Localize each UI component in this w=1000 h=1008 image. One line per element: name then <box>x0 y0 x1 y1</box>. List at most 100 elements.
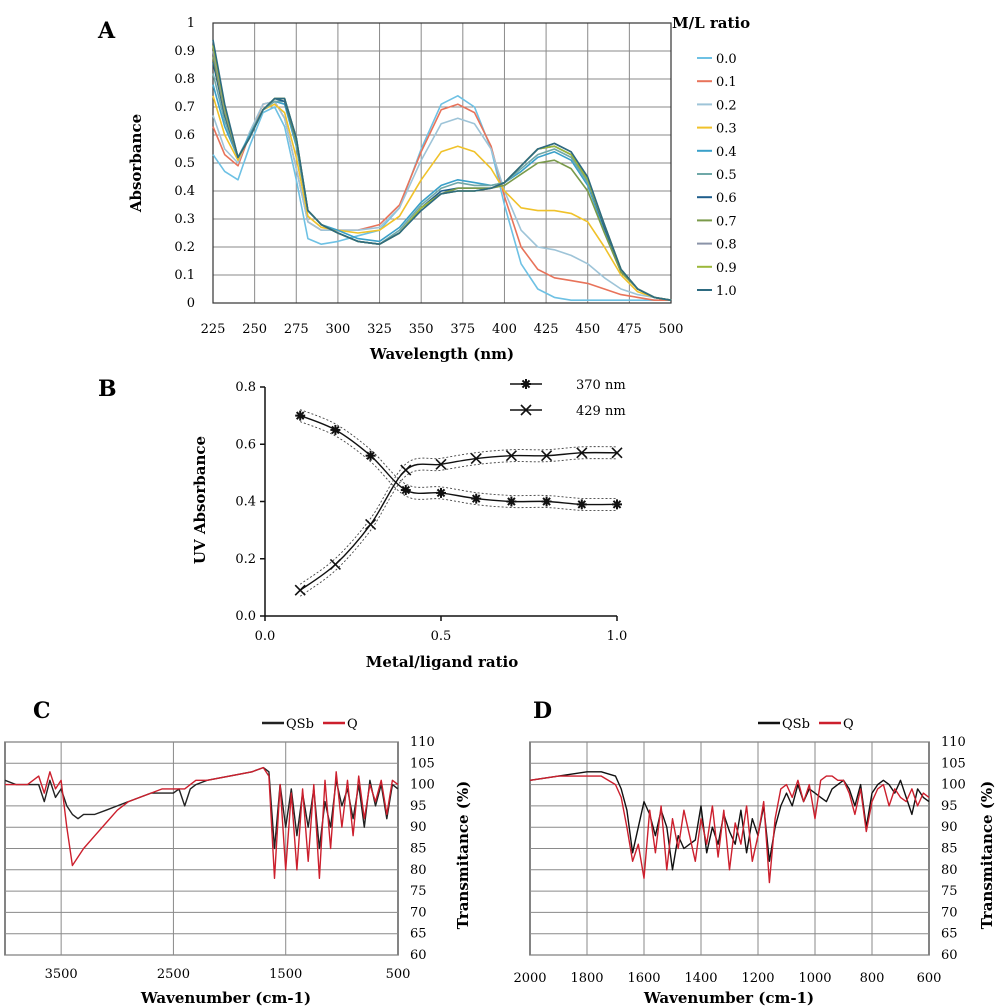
panel-b-letter: B <box>98 376 117 402</box>
panel-c-legend-item: QSb <box>262 717 314 732</box>
panel-b-point-370-nm <box>365 450 376 461</box>
panel-c-x-axis-title: Wavenumber (cm-1) <box>140 989 311 1007</box>
panel-a-legend-label: 0.6 <box>716 191 737 206</box>
panel-a-legend-item: 0.4 <box>697 145 737 160</box>
panel-b-y-tick-label: 0.0 <box>235 609 256 624</box>
panel-c-x-tick-label: 2500 <box>157 967 190 982</box>
panel-a-x-tick-label: 375 <box>450 322 475 337</box>
panel-a-x-tick-label: 325 <box>367 322 392 337</box>
panel-c-y-tick-label: 100 <box>410 778 435 793</box>
panel-b-point-370-nm <box>471 493 482 504</box>
panel-b-point-429-nm <box>470 452 482 465</box>
panel-a-legend-label: 0.9 <box>716 261 737 276</box>
panel-c-grid <box>4 741 399 956</box>
panel-a-y-tick-label: 0 <box>187 296 195 311</box>
panel-d-y-tick-label: 65 <box>941 927 958 942</box>
panel-a-legend-item: 1.0 <box>697 284 737 299</box>
panel-b-fit-370-nm <box>299 414 618 506</box>
panel-d-legend-label: QSb <box>782 717 810 732</box>
panel-b-point-370-nm <box>506 496 517 507</box>
panel-b-point-370-nm <box>541 496 552 507</box>
panel-b-point-370-nm <box>295 410 306 421</box>
panel-c-y-tick-label: 60 <box>410 948 427 963</box>
panel-a-x-tick-label: 475 <box>617 322 642 337</box>
panel-b-legend: 370 nm 429 nm <box>510 378 626 419</box>
panel-a-legend-label: 0.3 <box>716 122 737 137</box>
panel-c-x-tick-label: 1500 <box>269 967 302 982</box>
panel-b-y-tick-label: 0.4 <box>235 495 256 510</box>
panel-d-y-tick-label: 95 <box>941 799 958 814</box>
panel-c-ticks: 60 65 70 75 80 85 90 95 100 105 110 3500 2500 1500 500 <box>45 735 435 982</box>
panel-a-series-0-0-line <box>212 95 671 302</box>
panel-d-legend: QSb Q <box>758 717 854 732</box>
panel-d-y-tick-label: 105 <box>941 756 966 771</box>
panel-d-y-tick-label: 60 <box>941 948 958 963</box>
panel-d-y-tick-label: 110 <box>941 735 966 750</box>
panel-d-series-qsb-line <box>529 771 930 871</box>
panel-a-legend-item: 0.9 <box>697 261 737 276</box>
panel-b-point-429-nm <box>505 450 517 462</box>
panel-a-y-tick-label: 0.8 <box>174 72 195 87</box>
panel-a-series-0-7-line <box>212 56 672 301</box>
panel-d-legend-item: QSb <box>758 717 810 732</box>
panel-a-plot-frame <box>212 22 672 304</box>
panel-b-point-429-nm <box>294 584 306 596</box>
panel-c-y-tick-label: 65 <box>410 927 427 942</box>
panel-d-series-q-line <box>529 775 930 884</box>
panel-a-series-0-1-line <box>212 100 671 302</box>
panel-a-legend-label: 0.2 <box>716 98 737 113</box>
panel-a-legend-title: M/L ratio <box>672 14 750 32</box>
panel-c-x-tick-label: 3500 <box>45 967 78 982</box>
panel-a-legend-item: 0.6 <box>697 191 737 206</box>
panel-b-y-tick-label: 0.6 <box>235 437 256 452</box>
panel-a-lines <box>212 39 672 302</box>
panel-b-legend-item: 429 nm <box>510 404 626 419</box>
panel-c-y-tick-label: 110 <box>410 735 435 750</box>
panel-a-y-tick-label: 0.2 <box>174 240 195 255</box>
panel-c-y-tick-label: 75 <box>410 884 427 899</box>
panel-a-y-tick-label: 1 <box>187 16 195 31</box>
panel-a-legend-label: 0.5 <box>716 168 737 183</box>
panel-a-series-0-3-line <box>212 95 672 301</box>
panel-b-y-axis-title: UV Absorbance <box>191 436 209 564</box>
panel-b-point-370-nm <box>612 499 622 510</box>
panel-c-legend: QSb Q <box>262 717 358 732</box>
panel-a-grid <box>212 22 672 304</box>
panel-a-y-tick-label: 0.7 <box>174 100 195 115</box>
panel-c-y-tick-label: 70 <box>410 905 427 920</box>
panel-d-legend-item: Q <box>819 717 854 732</box>
panel-a-legend-label: 1.0 <box>716 284 737 299</box>
panel-a-x-tick-label: 225 <box>201 322 226 337</box>
panel-c-y-axis-title: Transmitance (%) <box>454 781 472 930</box>
panel-a-legend: 0.0 0.1 0.2 0.3 0.4 0.5 0.6 0.7 0.8 0.9 1.0 <box>697 52 737 299</box>
panel-c-chart: C 60 65 70 75 80 85 90 95 100 105 110 3500 2500 1500 5… <box>4 698 472 1007</box>
panel-c-lines <box>4 766 399 879</box>
panel-c-y-tick-label: 105 <box>410 756 435 771</box>
panel-d-x-tick-label: 800 <box>860 971 885 986</box>
panel-b-x-tick-label: 0.5 <box>431 629 452 644</box>
panel-d-letter: D <box>533 698 552 724</box>
panel-c-legend-item: Q <box>323 717 358 732</box>
panel-c-x-tick-label: 500 <box>386 967 411 982</box>
panel-b-point-429-nm <box>329 558 341 571</box>
panel-c-y-tick-label: 90 <box>410 820 427 835</box>
panel-b-confidence-band-370-nm <box>300 409 618 500</box>
panel-b-legend-label: 370 nm <box>576 378 626 393</box>
panel-b-fit-curves <box>299 409 618 597</box>
panel-a-legend-item: 0.0 <box>697 52 737 67</box>
panel-a-series-0-9-line <box>212 45 672 301</box>
panel-d-y-axis-title: Transmitance (%) <box>978 781 996 930</box>
panel-c-legend-label: Q <box>347 717 358 732</box>
panel-a-x-tick-label: 400 <box>492 322 517 337</box>
panel-a-series-0-8-line <box>212 50 672 301</box>
panel-d-y-tick-label: 75 <box>941 884 958 899</box>
panel-a-legend-label: 0.0 <box>716 52 737 67</box>
panel-b-point-370-nm <box>576 499 587 510</box>
panel-d-y-tick-label: 90 <box>941 820 958 835</box>
panel-d-lines <box>529 771 930 884</box>
panel-d-y-tick-label: 85 <box>941 842 958 857</box>
panel-a-y-tick-label: 0.3 <box>174 212 195 227</box>
panel-d-y-tick-label: 100 <box>941 778 966 793</box>
panel-a-series-0-2-line <box>212 100 672 301</box>
